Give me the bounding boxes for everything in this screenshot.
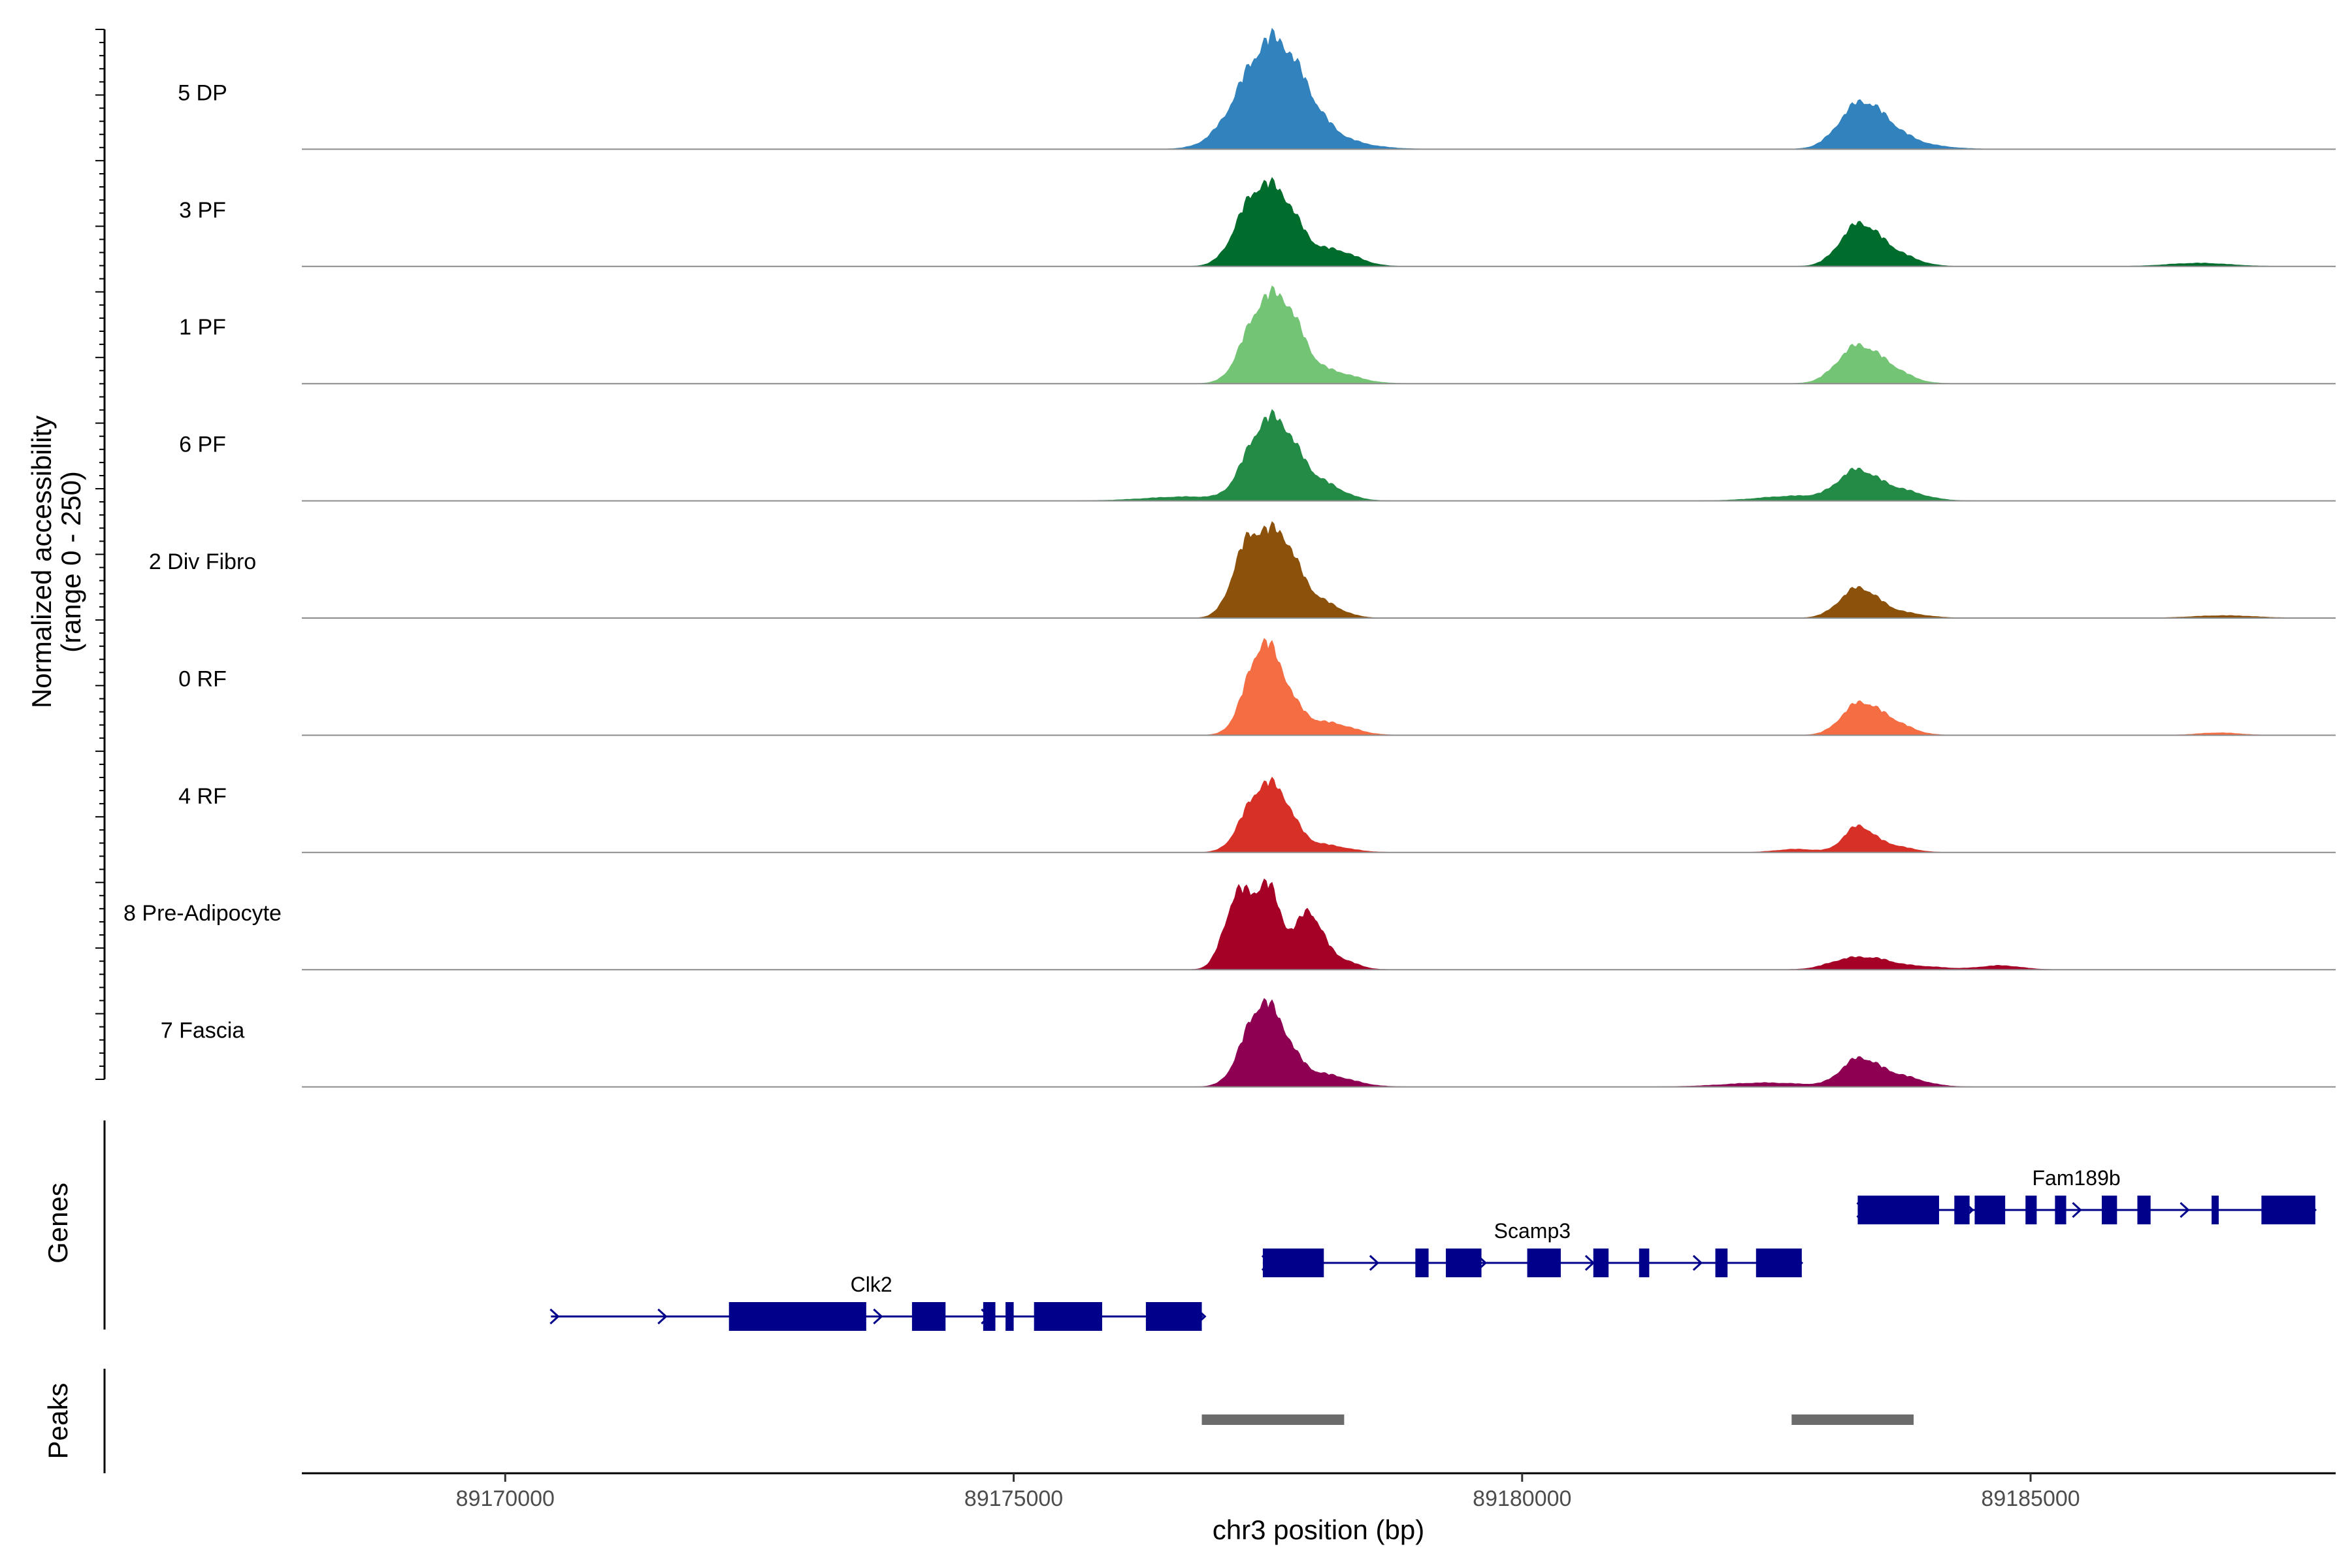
gene-exon (1415, 1249, 1429, 1277)
coverage-area (302, 638, 2336, 736)
coverage-area (302, 776, 2336, 853)
track-1-pf: 1 PF (179, 285, 2336, 385)
strand-arrow (2180, 1201, 2190, 1218)
track-label: 7 Fascia (161, 1019, 245, 1043)
track-0-rf: 0 RF (178, 638, 2336, 736)
peak-regions (1201, 1414, 1914, 1425)
gene-exon (1974, 1196, 2006, 1224)
gene-annotations: Clk2 Scamp3 Fam189b (549, 1166, 2317, 1331)
gene-exon (1639, 1249, 1650, 1277)
coverage-area (302, 878, 2336, 970)
gene-label: Scamp3 (1494, 1219, 1571, 1243)
track-5-dp: 5 DP (178, 27, 2336, 150)
track-4-rf: 4 RF (178, 776, 2336, 853)
strand-arrow (2072, 1201, 2082, 1218)
peak-region (1791, 1414, 1914, 1425)
gene-scamp3: Scamp3 (1261, 1219, 1804, 1277)
y-axis-title-line-1: Normalized accessibility (26, 416, 57, 708)
coverage-area (302, 27, 2336, 150)
strand-arrow (873, 1308, 883, 1325)
gene-exon (2055, 1196, 2066, 1224)
gene-exon (1005, 1302, 1014, 1331)
track-7-fascia: 7 Fascia (161, 998, 2336, 1088)
track-label: 4 RF (178, 784, 227, 809)
gene-exon (1954, 1196, 1970, 1224)
x-tick-label: 89175000 (964, 1486, 1063, 1511)
gene-exon (1527, 1249, 1561, 1277)
track-6-pf: 6 PF (179, 409, 2336, 502)
gene-exon (2102, 1196, 2117, 1224)
track-8-pre-adipocyte: 8 Pre-Adipocyte (123, 878, 2336, 971)
gene-exon (1262, 1249, 1324, 1277)
x-tick-label: 89170000 (456, 1486, 555, 1511)
strand-arrow (657, 1308, 668, 1325)
gene-exon (2261, 1196, 2315, 1224)
gene-exon (2025, 1196, 2037, 1224)
coverage-area (302, 285, 2336, 384)
gene-label: Clk2 (851, 1273, 892, 1296)
gene-exon (1715, 1249, 1728, 1277)
coverage-tracks: 5 DP 3 PF 1 PF 6 PF 2 Div Fibro 0 RF 4 RF 8 Pre… (123, 27, 2336, 1088)
x-axis-title: chr3 position (bp) (1213, 1514, 1425, 1545)
coverage-area (302, 176, 2336, 267)
coverage-area (302, 409, 2336, 502)
x-tick-label: 89180000 (1473, 1486, 1571, 1511)
track-2-div-fibro: 2 Div Fibro (149, 521, 2336, 619)
coverage-area (302, 521, 2336, 619)
gene-exon (1034, 1302, 1102, 1331)
track-label: 0 RF (178, 666, 227, 691)
gene-exon (1857, 1196, 1939, 1224)
track-3-pf: 3 PF (179, 176, 2336, 267)
track-label: 5 DP (178, 80, 227, 105)
strand-arrow (549, 1308, 560, 1325)
gene-exon (1446, 1249, 1482, 1277)
peaks-panel-title: Peaks (42, 1383, 73, 1460)
coverage-y-axis-ticks (95, 29, 105, 1080)
track-label: 3 PF (179, 198, 226, 223)
gene-exon (2137, 1196, 2151, 1224)
y-axis-title: Normalized accessibility (range 0 - 250) (26, 416, 86, 708)
peak-region (1201, 1414, 1345, 1425)
x-tick-label: 89185000 (1981, 1486, 2080, 1511)
strand-arrow (1692, 1254, 1703, 1271)
gene-exon (1593, 1249, 1609, 1277)
y-axis-title-line-2: (range 0 - 250) (56, 471, 86, 653)
x-axis-ticks: 89170000 89175000 89180000 89185000 (456, 1473, 2080, 1511)
gene-exon (983, 1302, 996, 1331)
gene-exon (1145, 1302, 1202, 1331)
track-label: 2 Div Fibro (149, 549, 256, 574)
track-label: 1 PF (179, 315, 226, 340)
gene-exon (728, 1302, 866, 1331)
track-label: 6 PF (179, 433, 226, 457)
strand-arrow (1369, 1254, 1380, 1271)
gene-exon (1756, 1249, 1802, 1277)
gene-exon (911, 1302, 946, 1331)
gene-exon (2212, 1196, 2219, 1224)
coverage-area (302, 998, 2336, 1088)
gene-fam189b: Fam189b (1856, 1166, 2317, 1224)
gene-clk2: Clk2 (549, 1273, 1207, 1331)
gene-label: Fam189b (2032, 1166, 2120, 1190)
genes-panel-title: Genes (42, 1183, 73, 1264)
track-label: 8 Pre-Adipocyte (123, 901, 282, 926)
